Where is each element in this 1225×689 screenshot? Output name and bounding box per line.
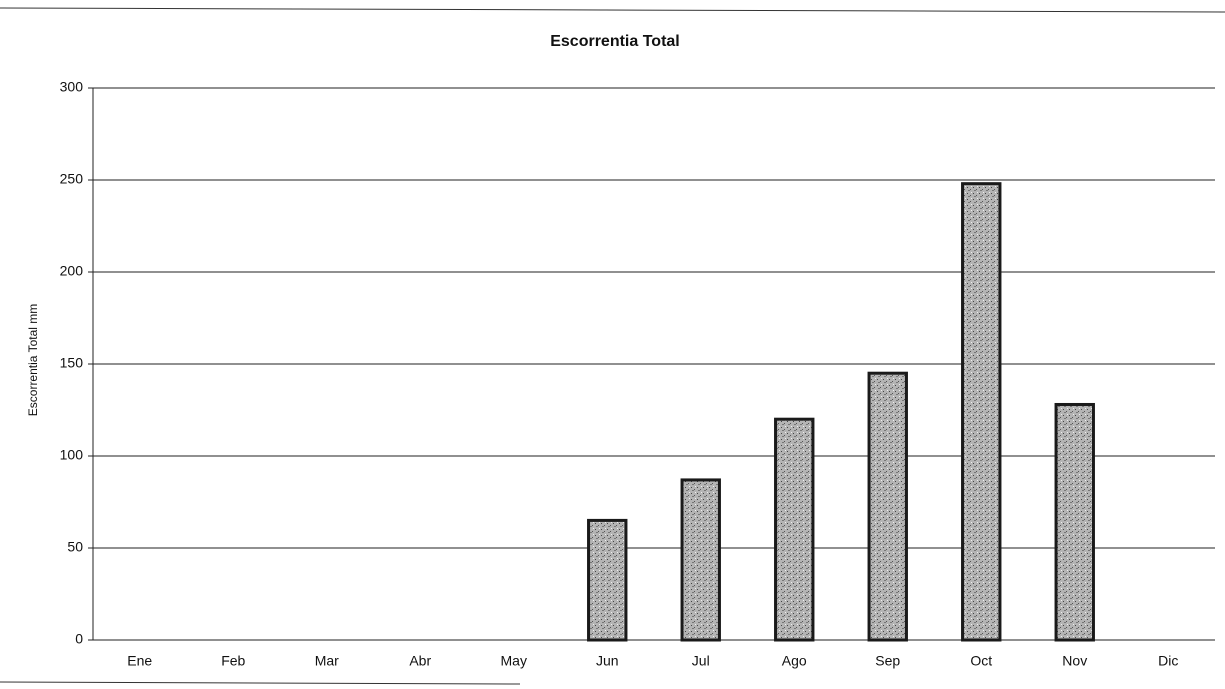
x-tick-label: Ene bbox=[127, 653, 152, 669]
bar bbox=[774, 417, 815, 642]
bar bbox=[1054, 402, 1095, 642]
y-axis-label: Escorrentia Total mm bbox=[26, 304, 40, 416]
bar bbox=[961, 182, 1002, 642]
x-tick-label: Nov bbox=[1062, 653, 1087, 669]
x-tick-label: Sep bbox=[875, 653, 900, 669]
x-tick-label: Dic bbox=[1158, 653, 1178, 669]
bar bbox=[867, 371, 908, 642]
x-tick-label: Ago bbox=[782, 653, 807, 669]
bar bbox=[587, 518, 628, 642]
x-tick-label: Abr bbox=[409, 653, 431, 669]
x-tick-label: Jun bbox=[596, 653, 619, 669]
border-bottom bbox=[0, 681, 521, 685]
x-tick-label: Jul bbox=[692, 653, 710, 669]
y-tick-label: 300 bbox=[60, 79, 84, 95]
y-tick-label: 0 bbox=[75, 631, 83, 647]
chart-title: Escorrentia Total bbox=[550, 33, 680, 50]
x-tick-label: Mar bbox=[315, 653, 339, 669]
x-tick-label: May bbox=[501, 653, 527, 669]
y-tick-label: 100 bbox=[60, 447, 84, 463]
x-tick-label: Oct bbox=[970, 653, 992, 669]
y-tick-label: 50 bbox=[67, 539, 83, 555]
x-tick-label: Feb bbox=[221, 653, 245, 669]
y-tick-label: 250 bbox=[60, 171, 84, 187]
y-tick-label: 200 bbox=[60, 263, 84, 279]
y-tick-label: 150 bbox=[60, 355, 84, 371]
border-top bbox=[0, 7, 1225, 13]
bar bbox=[680, 478, 721, 642]
